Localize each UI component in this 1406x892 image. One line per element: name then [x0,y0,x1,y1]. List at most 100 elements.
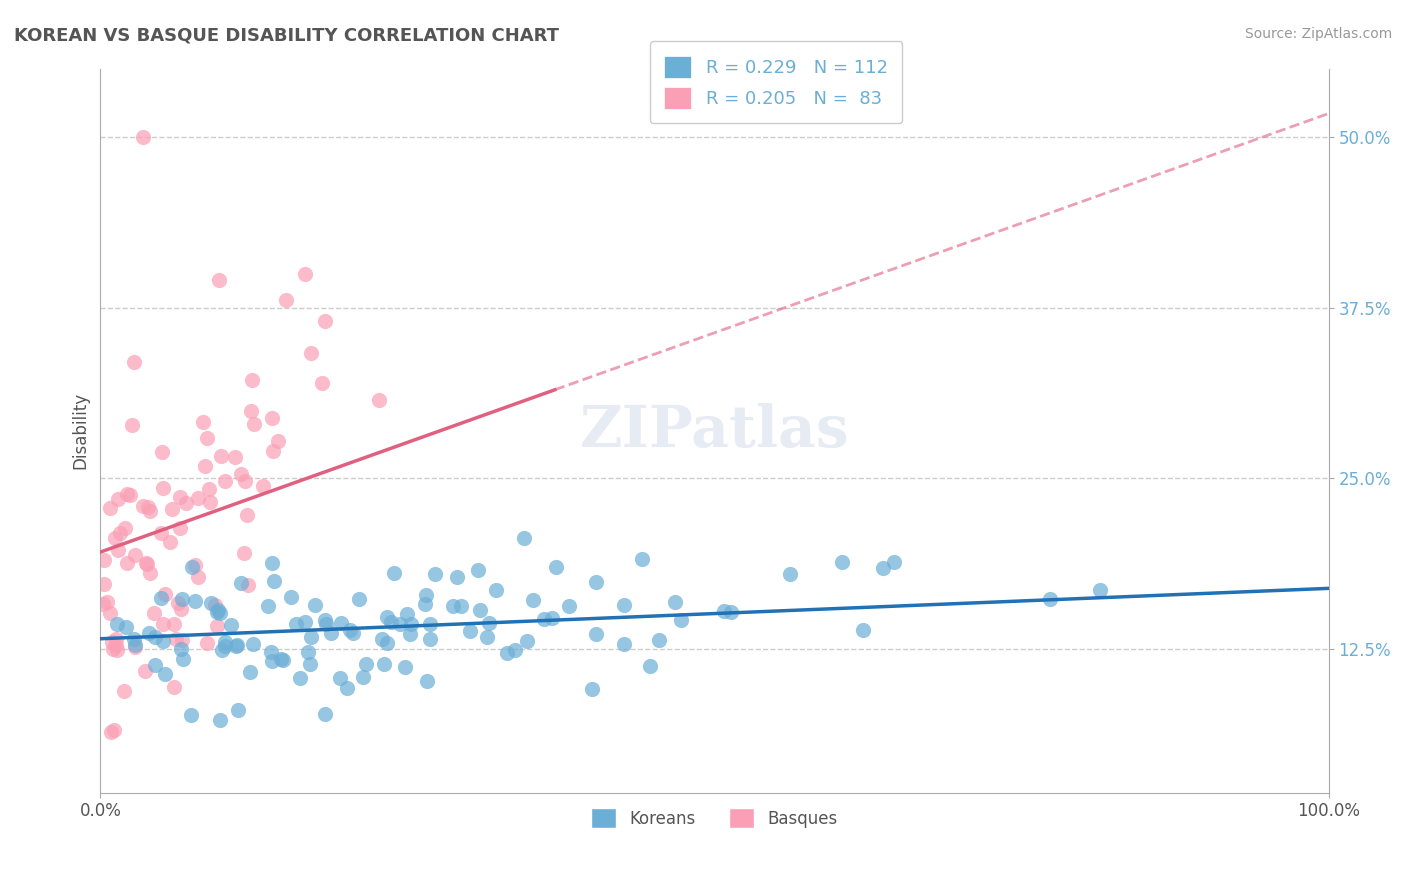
Point [172,652,194,666]
Point [239,665,262,679]
Point [336,681,359,695]
Point [122,355,145,369]
Point [271,653,294,667]
Point [122,632,145,646]
Point [419,617,441,632]
Point [231,467,253,481]
Point [423,567,446,582]
Point [226,703,249,717]
Point [375,636,398,650]
Point [198,494,221,508]
Point [314,314,336,328]
Point [163,680,186,694]
Point [155,666,177,681]
Point [169,521,191,535]
Point [260,556,283,570]
Point [184,594,207,608]
Point [91,598,114,612]
Point [297,645,319,659]
Point [121,417,143,432]
Point [415,588,437,602]
Point [240,404,263,418]
Point [299,346,322,360]
Point [174,496,197,510]
Point [225,640,247,654]
Point [115,487,138,501]
Point [276,293,298,307]
Point [143,657,166,672]
Point [205,605,228,619]
Point [138,625,160,640]
Point [558,599,581,613]
Text: KOREAN VS BASQUE DISABILITY CORRELATION CHART: KOREAN VS BASQUE DISABILITY CORRELATION … [14,27,560,45]
Point [124,638,146,652]
Point [180,560,202,574]
Point [104,639,127,653]
Point [394,660,416,674]
Point [475,630,498,644]
Point [1088,583,1111,598]
Point [197,482,219,496]
Point [315,617,337,632]
Point [209,713,232,727]
Point [107,543,129,558]
Point [110,525,132,540]
Point [170,602,193,616]
Point [356,657,378,671]
Point [585,574,607,589]
Point [285,617,308,632]
Point [93,576,115,591]
Point [342,626,364,640]
Point [242,637,264,651]
Point [163,617,186,632]
Point [467,564,489,578]
Point [831,555,853,569]
Point [208,273,231,287]
Point [516,634,538,648]
Point [314,706,336,721]
Point [172,592,194,607]
Point [197,431,219,445]
Point [267,434,290,449]
Point [103,642,125,657]
Point [522,593,544,607]
Point [200,596,222,610]
Point [478,616,501,631]
Point [165,632,187,646]
Point [395,607,418,621]
Point [120,488,142,502]
Point [631,552,654,566]
Point [252,479,274,493]
Point [219,618,242,632]
Point [311,376,333,391]
Point [136,500,159,515]
Point [382,566,405,581]
Point [211,643,233,657]
Point [229,575,252,590]
Point [104,531,127,545]
Point [398,627,420,641]
Point [98,607,121,621]
Point [852,623,875,637]
Point [194,458,217,473]
Point [104,632,127,646]
Point [779,567,801,582]
Point [294,615,316,629]
Point [613,598,636,612]
Point [160,502,183,516]
Point [612,637,634,651]
Point [100,724,122,739]
Point [138,566,160,580]
Point [209,449,232,463]
Point [150,526,173,541]
Point [262,654,284,668]
Point [152,616,174,631]
Point [187,570,209,584]
Point [485,583,508,598]
Point [105,616,128,631]
Point [124,640,146,654]
Point [93,553,115,567]
Point [124,548,146,562]
Point [159,534,181,549]
Point [112,684,135,698]
